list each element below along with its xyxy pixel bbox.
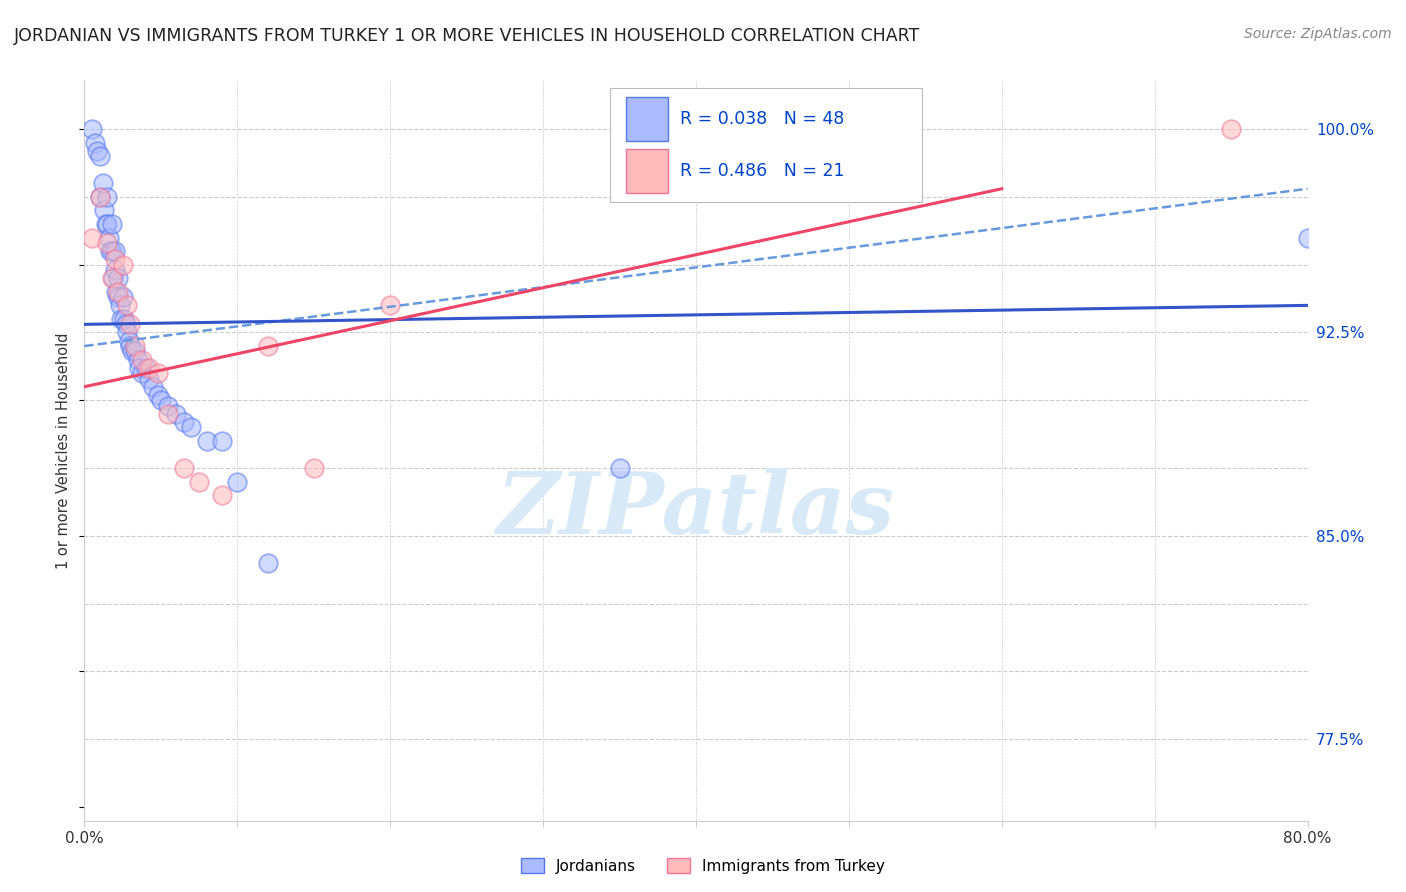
Point xyxy=(118,334,141,348)
Text: Source: ZipAtlas.com: Source: ZipAtlas.com xyxy=(1244,27,1392,41)
Point xyxy=(146,366,169,380)
Point xyxy=(111,258,134,272)
Point xyxy=(108,298,131,312)
Point xyxy=(101,217,124,231)
Text: JORDANIAN VS IMMIGRANTS FROM TURKEY 1 OR MORE VEHICLES IN HOUSEHOLD CORRELATION : JORDANIAN VS IMMIGRANTS FROM TURKEY 1 OR… xyxy=(14,27,921,45)
Legend: Jordanians, Immigrants from Turkey: Jordanians, Immigrants from Turkey xyxy=(515,852,891,880)
Point xyxy=(96,190,118,204)
FancyBboxPatch shape xyxy=(626,149,668,193)
FancyBboxPatch shape xyxy=(610,87,922,202)
Point xyxy=(157,399,180,413)
Point xyxy=(609,461,631,475)
Point xyxy=(93,203,115,218)
Point xyxy=(105,285,128,299)
Point xyxy=(114,318,136,332)
Point xyxy=(226,475,249,489)
Point xyxy=(89,190,111,204)
Point xyxy=(80,122,103,136)
Point xyxy=(107,290,129,304)
Point xyxy=(104,263,127,277)
Point xyxy=(211,488,233,502)
Point xyxy=(157,407,180,421)
Point xyxy=(103,271,125,285)
Point xyxy=(165,407,187,421)
Point xyxy=(89,190,111,204)
Point xyxy=(104,244,127,259)
Point xyxy=(96,217,118,231)
Point xyxy=(302,461,325,475)
Point xyxy=(1220,122,1243,136)
Point xyxy=(149,393,172,408)
Point xyxy=(89,149,111,163)
Text: R = 0.038   N = 48: R = 0.038 N = 48 xyxy=(681,110,845,128)
Point xyxy=(80,230,103,244)
Point xyxy=(173,415,195,429)
Point xyxy=(112,312,135,326)
Text: R = 0.486   N = 21: R = 0.486 N = 21 xyxy=(681,162,845,180)
Point xyxy=(138,360,160,375)
Point xyxy=(115,298,138,312)
Point xyxy=(111,290,134,304)
Point xyxy=(115,326,138,340)
Point xyxy=(138,371,160,385)
Point xyxy=(135,360,157,375)
Point xyxy=(211,434,233,448)
Point xyxy=(121,344,143,359)
Point xyxy=(120,339,142,353)
Point xyxy=(101,244,124,259)
Point xyxy=(84,136,107,150)
Point xyxy=(128,360,150,375)
Point xyxy=(120,318,142,332)
Point xyxy=(127,352,149,367)
Point xyxy=(94,217,117,231)
Point xyxy=(380,298,402,312)
Point xyxy=(131,352,153,367)
Point xyxy=(173,461,195,475)
Point xyxy=(188,475,211,489)
Point xyxy=(86,144,108,158)
Point xyxy=(142,380,165,394)
Point xyxy=(124,344,146,359)
Point xyxy=(98,244,121,259)
Point xyxy=(257,556,280,570)
Point xyxy=(124,339,146,353)
Point xyxy=(131,366,153,380)
Point xyxy=(195,434,218,448)
Point xyxy=(107,271,129,285)
Point xyxy=(101,271,124,285)
Point xyxy=(96,235,118,250)
FancyBboxPatch shape xyxy=(626,97,668,141)
Point xyxy=(180,420,202,434)
Point xyxy=(91,177,114,191)
Text: ZIPatlas: ZIPatlas xyxy=(496,468,896,551)
Point xyxy=(1296,230,1319,244)
Point xyxy=(97,230,120,244)
Point xyxy=(107,285,129,299)
Y-axis label: 1 or more Vehicles in Household: 1 or more Vehicles in Household xyxy=(56,332,72,569)
Point xyxy=(104,252,127,267)
Point xyxy=(146,388,169,402)
Point xyxy=(257,339,280,353)
Point xyxy=(110,312,132,326)
